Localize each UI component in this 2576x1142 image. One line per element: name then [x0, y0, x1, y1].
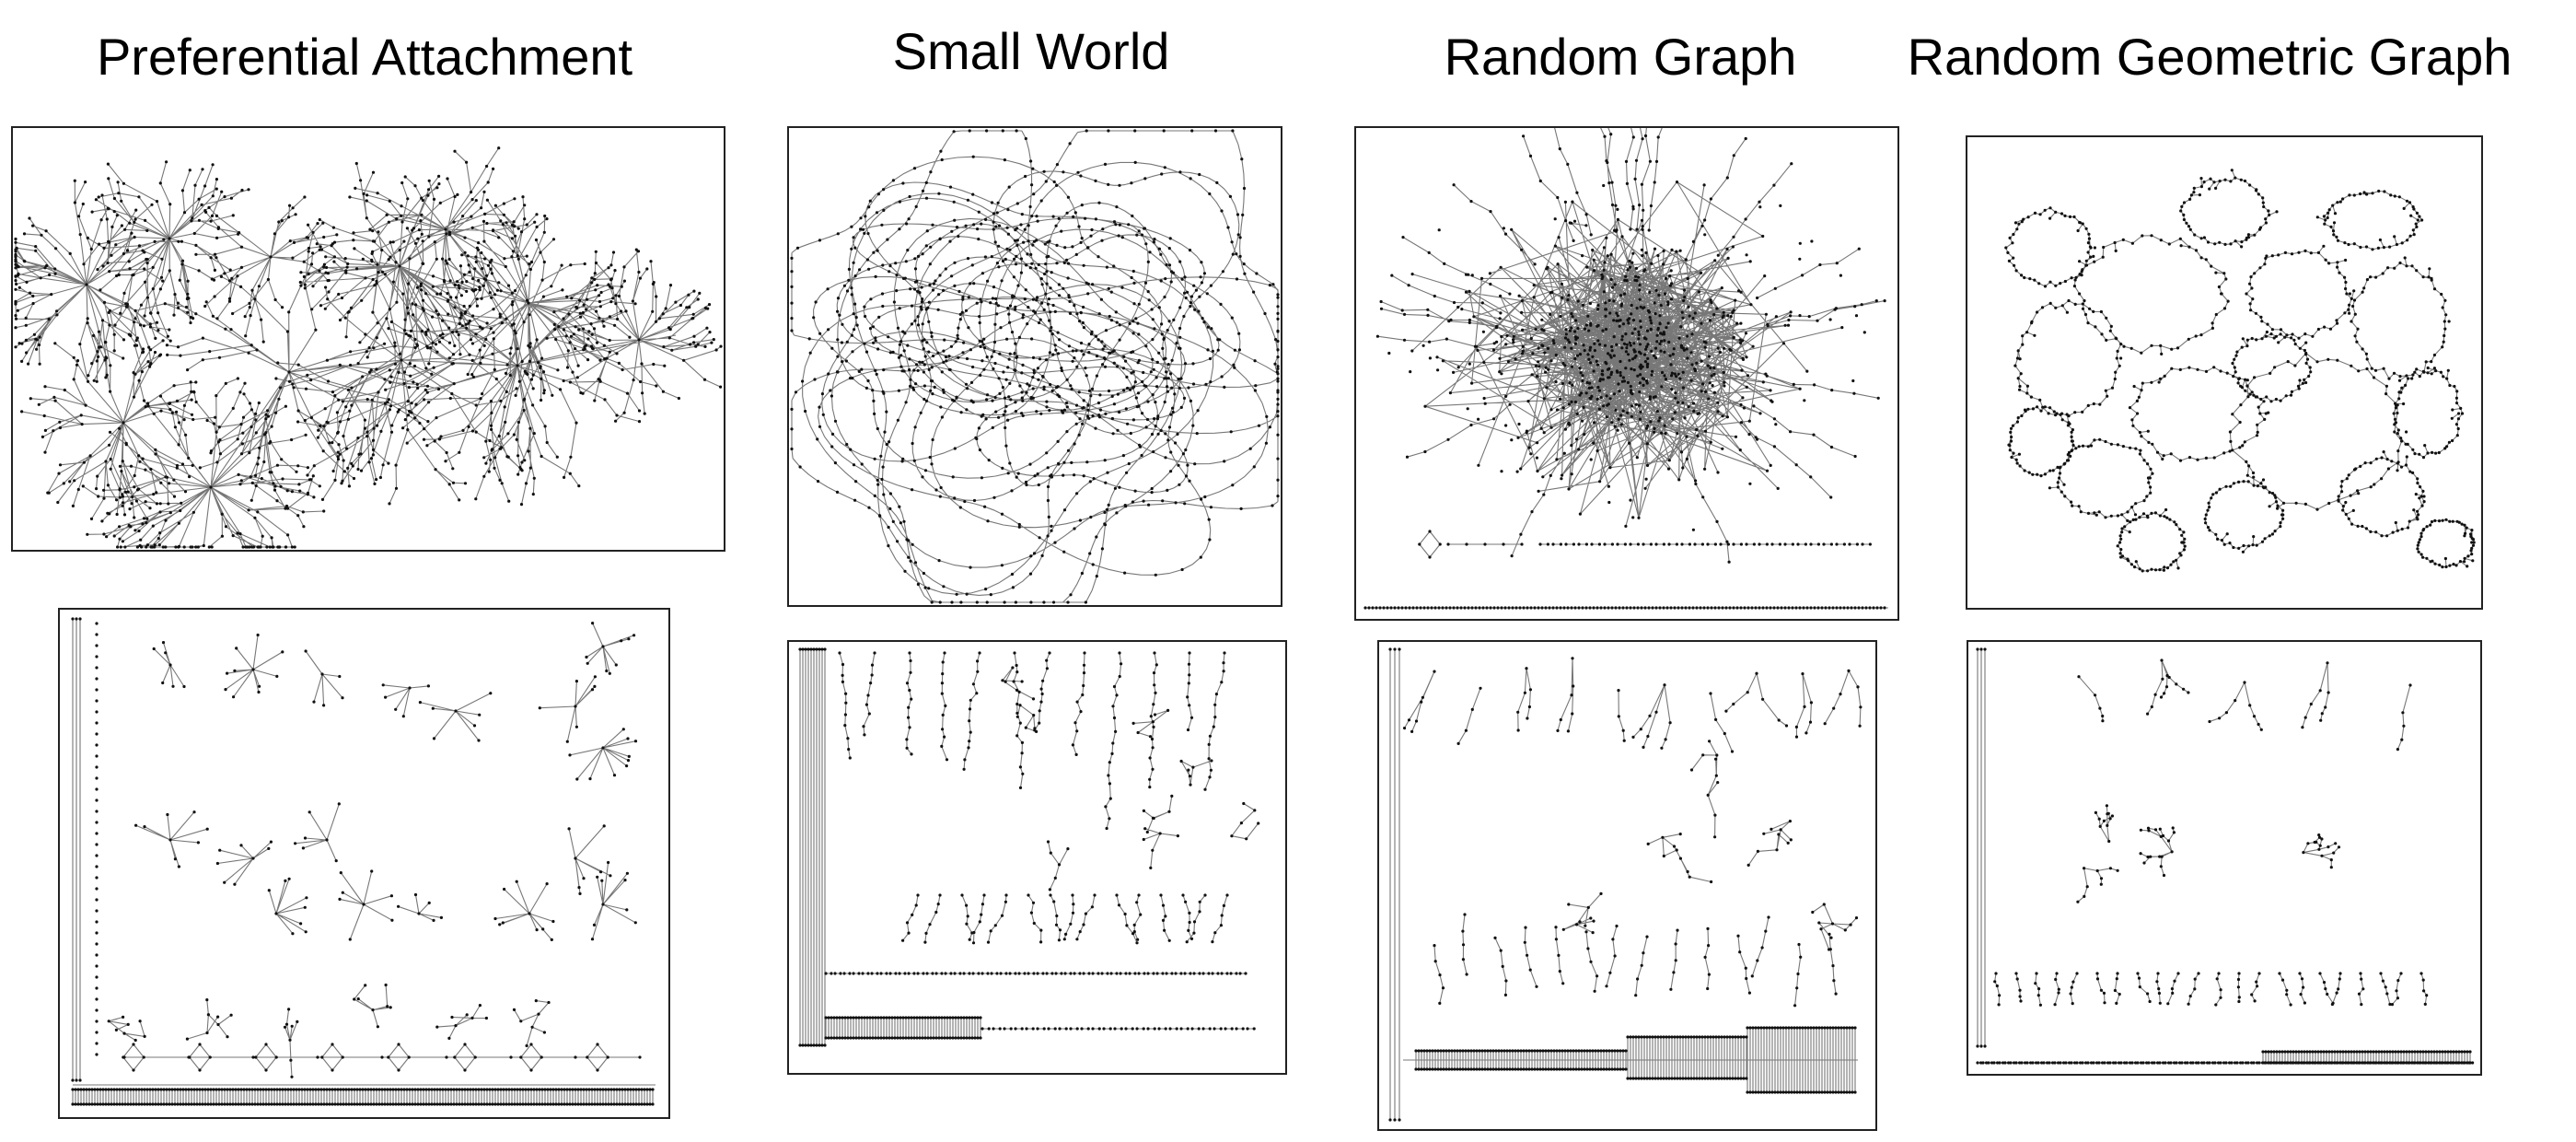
column-title-small-world: Small World: [892, 22, 1170, 80]
network-edges: [1389, 649, 1862, 1120]
column-title-preferential-attachment: Preferential Attachment: [96, 28, 633, 86]
edges: [2005, 169, 2475, 572]
network-nodes: [71, 617, 655, 1106]
edges: [1977, 649, 2473, 1064]
preferential-attachment-network-panel: [11, 126, 725, 552]
edges: [791, 130, 1279, 603]
random-graph-components-plot: [1388, 647, 1862, 1122]
nodes: [71, 617, 655, 1106]
nodes: [2004, 169, 2476, 573]
nodes: [14, 146, 723, 549]
nodes: [798, 647, 1260, 1047]
network-nodes: [2004, 169, 2476, 573]
network-nodes: [14, 146, 723, 549]
network-nodes: [1388, 647, 1862, 1122]
random-geometric-graph-components-panel: [1967, 640, 2482, 1076]
network-edges: [1977, 649, 2473, 1064]
network-edges: [72, 619, 656, 1104]
nodes: [790, 129, 1280, 604]
random-graph-network-panel: [1354, 126, 1899, 621]
small-world-components-panel: [787, 640, 1287, 1075]
preferential-attachment-components-plot: [71, 617, 656, 1106]
network-nodes: [1976, 647, 2475, 1065]
random-geometric-graph-network-panel: [1966, 135, 2483, 610]
network-nodes: [790, 129, 1280, 604]
edges: [799, 649, 1259, 1045]
small-world-network-plot: [790, 129, 1280, 604]
network-nodes: [798, 647, 1260, 1047]
random-graph-components-panel: [1377, 640, 1877, 1131]
preferential-attachment-network-plot: [14, 146, 723, 549]
random-geometric-graph-components-plot: [1976, 647, 2475, 1065]
small-world-components-plot: [798, 647, 1260, 1047]
edges: [1389, 649, 1862, 1120]
column-title-random-graph: Random Graph: [1444, 28, 1797, 86]
small-world-network-panel: [787, 126, 1282, 607]
edges: [72, 619, 656, 1104]
network-edges: [791, 130, 1279, 603]
network-edges: [799, 649, 1259, 1045]
nodes: [1976, 647, 2475, 1065]
column-title-random-geometric-graph: Random Geometric Graph: [1907, 28, 2512, 86]
preferential-attachment-components-panel: [58, 608, 670, 1119]
random-graph-network-plot: [1363, 128, 1888, 610]
nodes: [1388, 647, 1862, 1122]
random-geometric-graph-network-plot: [2004, 169, 2476, 573]
nodes: [1363, 133, 1886, 610]
network-edges: [2005, 169, 2475, 572]
network-nodes: [1363, 133, 1886, 610]
